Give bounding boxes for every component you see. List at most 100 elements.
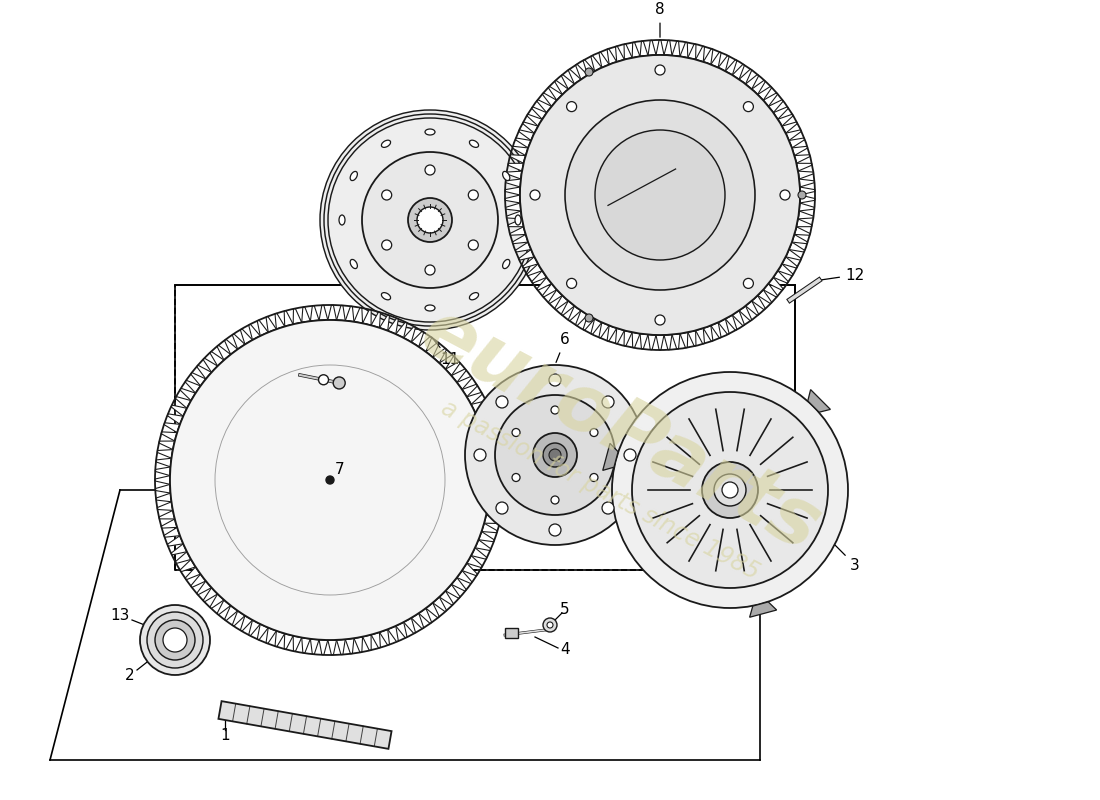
Circle shape — [417, 207, 443, 233]
Polygon shape — [488, 454, 504, 462]
Polygon shape — [773, 106, 789, 119]
Polygon shape — [575, 310, 587, 326]
Polygon shape — [175, 397, 191, 408]
Polygon shape — [217, 600, 231, 615]
Polygon shape — [508, 163, 524, 171]
Polygon shape — [371, 632, 381, 648]
Polygon shape — [769, 278, 783, 290]
Polygon shape — [798, 171, 814, 179]
Polygon shape — [170, 544, 187, 555]
Polygon shape — [387, 626, 398, 642]
Polygon shape — [354, 307, 363, 323]
Circle shape — [714, 474, 746, 506]
Polygon shape — [249, 620, 261, 636]
Circle shape — [566, 278, 576, 288]
Polygon shape — [319, 640, 328, 655]
Polygon shape — [800, 195, 815, 203]
Polygon shape — [363, 634, 371, 650]
Polygon shape — [688, 330, 696, 346]
Polygon shape — [758, 290, 772, 304]
Polygon shape — [751, 80, 766, 94]
Polygon shape — [284, 634, 294, 650]
Polygon shape — [792, 146, 807, 155]
Polygon shape — [513, 234, 528, 244]
Circle shape — [530, 190, 540, 200]
Polygon shape — [204, 358, 218, 372]
Polygon shape — [275, 314, 285, 330]
Polygon shape — [478, 531, 494, 542]
Polygon shape — [792, 234, 807, 244]
Polygon shape — [763, 284, 778, 297]
Polygon shape — [515, 138, 531, 148]
Polygon shape — [506, 211, 522, 219]
Text: 4: 4 — [560, 642, 570, 658]
Polygon shape — [518, 250, 535, 260]
Polygon shape — [515, 242, 531, 252]
Polygon shape — [548, 290, 562, 304]
Polygon shape — [527, 114, 542, 126]
Polygon shape — [554, 80, 569, 94]
Polygon shape — [257, 624, 268, 640]
Polygon shape — [490, 471, 505, 480]
Polygon shape — [656, 40, 664, 55]
Circle shape — [722, 482, 738, 498]
Polygon shape — [603, 443, 618, 470]
Circle shape — [496, 396, 508, 408]
Polygon shape — [510, 154, 526, 163]
Polygon shape — [508, 219, 524, 226]
Circle shape — [495, 395, 615, 515]
Polygon shape — [471, 548, 487, 559]
Text: 6: 6 — [556, 333, 570, 362]
Circle shape — [170, 320, 490, 640]
Polygon shape — [711, 52, 722, 68]
Polygon shape — [799, 203, 814, 211]
Polygon shape — [475, 540, 491, 550]
Polygon shape — [475, 410, 491, 420]
Polygon shape — [411, 331, 424, 347]
Polygon shape — [656, 335, 664, 350]
Polygon shape — [240, 615, 253, 631]
Polygon shape — [337, 639, 345, 654]
Polygon shape — [488, 498, 504, 506]
Polygon shape — [257, 320, 268, 336]
Polygon shape — [462, 563, 477, 576]
Polygon shape — [345, 638, 354, 654]
Polygon shape — [404, 326, 416, 342]
Polygon shape — [798, 211, 814, 219]
Polygon shape — [664, 40, 672, 55]
Polygon shape — [569, 306, 581, 321]
Polygon shape — [506, 179, 521, 187]
Polygon shape — [204, 588, 218, 602]
Circle shape — [326, 476, 334, 484]
Polygon shape — [607, 49, 617, 65]
Polygon shape — [688, 44, 696, 59]
Circle shape — [632, 392, 828, 588]
Circle shape — [744, 102, 754, 112]
Polygon shape — [531, 270, 547, 283]
Polygon shape — [789, 242, 805, 252]
Polygon shape — [456, 570, 472, 584]
Polygon shape — [490, 462, 505, 471]
Polygon shape — [157, 450, 173, 458]
Ellipse shape — [470, 140, 478, 147]
Circle shape — [585, 314, 593, 322]
Polygon shape — [537, 100, 551, 113]
Polygon shape — [224, 339, 238, 354]
Polygon shape — [419, 608, 431, 623]
Ellipse shape — [470, 293, 478, 300]
Circle shape — [624, 449, 636, 461]
Circle shape — [549, 449, 561, 461]
Polygon shape — [224, 606, 238, 621]
Polygon shape — [294, 309, 301, 324]
Polygon shape — [648, 334, 656, 350]
Polygon shape — [456, 376, 472, 390]
Polygon shape — [164, 527, 180, 538]
Text: 7: 7 — [336, 462, 344, 478]
Polygon shape — [794, 154, 810, 163]
Circle shape — [551, 496, 559, 504]
Polygon shape — [561, 74, 574, 89]
Circle shape — [465, 365, 645, 545]
Circle shape — [654, 65, 666, 75]
Polygon shape — [542, 284, 557, 297]
Text: 3: 3 — [832, 542, 860, 573]
